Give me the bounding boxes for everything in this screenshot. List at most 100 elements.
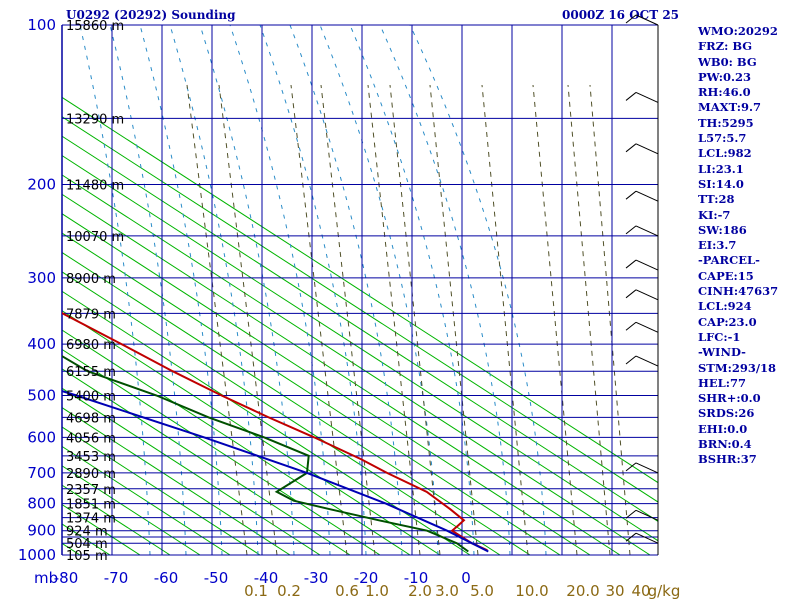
moist-adiabat <box>379 25 511 555</box>
dry-adiabat <box>62 135 658 522</box>
height-label: 11480 m <box>66 179 124 194</box>
index-item: L57:5.7 <box>698 131 747 146</box>
dry-adiabat <box>62 387 321 555</box>
temperature-tick: -20 <box>354 569 379 587</box>
mixing-ratio-label: 40 <box>631 582 650 600</box>
dry-adiabat <box>62 465 201 555</box>
height-label: 924 m <box>66 525 108 540</box>
moist-adiabat <box>319 25 439 555</box>
mixing-ratio-label: 0.6 <box>335 582 359 600</box>
adiabat-lines <box>0 25 658 555</box>
index-item: HEL:77 <box>698 375 746 390</box>
index-item: SI:14.0 <box>698 176 744 191</box>
mixing-ratio-line <box>389 84 441 555</box>
mixing-ratio-line <box>290 84 348 555</box>
stability-indices: WMO:20292 FRZ: BG WB0: BG PW:0.23 RH:46.0 MAX… <box>698 24 778 468</box>
dry-adiabat <box>62 251 531 555</box>
index-item: BSHR:37 <box>698 452 757 467</box>
dry-adiabat <box>62 426 261 555</box>
grid <box>61 24 659 556</box>
pressure-label: 400 <box>27 335 56 353</box>
wind-barb-flag <box>625 321 637 331</box>
temperature-tick: -10 <box>404 569 429 587</box>
index-item: EI:3.7 <box>698 238 737 253</box>
wind-barb <box>635 509 659 521</box>
height-label: 2890 m <box>66 467 116 482</box>
index-item: -PARCEL- <box>698 253 760 268</box>
wind-barb <box>635 321 659 333</box>
dry-adiabat <box>62 368 351 555</box>
dry-adiabat <box>62 290 471 555</box>
wind-barb-flag <box>625 289 637 299</box>
mixing-ratio-label: 2.0 <box>408 582 432 600</box>
wind-barb-flag <box>625 92 637 101</box>
dry-adiabat <box>62 96 658 484</box>
wind-barb-flag <box>625 14 637 24</box>
mixing-ratio-label: 10.0 <box>515 582 548 600</box>
wind-barb-flag <box>625 355 637 365</box>
index-item: CAP:23.0 <box>698 314 757 329</box>
wind-barb-flag <box>625 190 637 200</box>
wind-barb-flag <box>625 143 637 153</box>
mixing-ratio-line <box>320 84 376 555</box>
dry-adiabat <box>62 213 591 555</box>
moist-adiabat <box>109 25 187 555</box>
wind-barb <box>635 289 659 301</box>
dry-adiabat <box>62 310 441 555</box>
dry-adiabat <box>62 407 291 555</box>
temperature-tick: -50 <box>204 569 229 587</box>
height-label: 7879 m <box>66 307 116 322</box>
height-label: 4698 m <box>66 411 116 426</box>
mixing-ratio-label: 30 <box>605 582 624 600</box>
mixing-ratio-label: 3.0 <box>435 582 459 600</box>
moist-adiabat <box>349 25 475 555</box>
index-item: WB0: BG <box>698 54 757 69</box>
moist-adiabat <box>229 25 331 555</box>
moist-adiabat <box>289 25 403 555</box>
temperature-tick: -80 <box>54 569 79 587</box>
height-label: 4056 m <box>66 431 116 446</box>
height-label: 10070 m <box>66 230 124 245</box>
index-item: RH:46.0 <box>698 85 751 100</box>
index-item: LFC:-1 <box>698 329 741 344</box>
mixing-ratio-line <box>481 84 529 555</box>
dry-adiabat <box>0 25 20 555</box>
height-label: 2357 m <box>66 483 116 498</box>
index-item: CINH:47637 <box>698 284 779 299</box>
height-label: 6980 m <box>66 338 116 353</box>
moist-adiabat <box>199 25 295 555</box>
height-label: 13290 m <box>66 112 124 127</box>
wind-barb <box>635 462 659 474</box>
wind-barbs <box>625 14 659 555</box>
index-item: LI:23.1 <box>698 161 744 176</box>
wind-barb <box>635 532 659 544</box>
wind-barb <box>635 190 659 202</box>
index-item: STM:293/18 <box>698 360 777 375</box>
index-item: PW:0.23 <box>698 69 752 84</box>
pressure-label: 800 <box>27 495 56 513</box>
height-label: 8900 m <box>66 272 116 287</box>
wind-barb <box>635 225 659 237</box>
mixing-ratio-line <box>186 84 248 555</box>
mixing-ratio-line <box>567 84 611 555</box>
pressure-label: 100 <box>27 16 56 34</box>
index-item: BRN:0.4 <box>698 437 752 452</box>
temperature-tick: -40 <box>254 569 279 587</box>
height-label: 504 m <box>66 537 108 552</box>
pressure-label: 700 <box>27 464 56 482</box>
index-item: LCL:924 <box>698 299 752 314</box>
wind-barb <box>635 259 659 271</box>
dry-adiabat <box>62 193 621 555</box>
pressure-label: 200 <box>27 176 56 194</box>
mixing-ratio-label: 20.0 <box>566 582 599 600</box>
index-item: SRDS:26 <box>698 406 755 421</box>
wind-barb <box>635 14 659 26</box>
height-label: 1851 m <box>66 498 116 513</box>
mixing-ratio-label: 1.0 <box>365 582 389 600</box>
dry-adiabat <box>62 329 411 555</box>
height-label: 3453 m <box>66 450 116 465</box>
height-label: 105 m <box>66 549 108 564</box>
index-item: SHR+:0.0 <box>698 391 761 406</box>
profile-lines <box>62 311 489 553</box>
